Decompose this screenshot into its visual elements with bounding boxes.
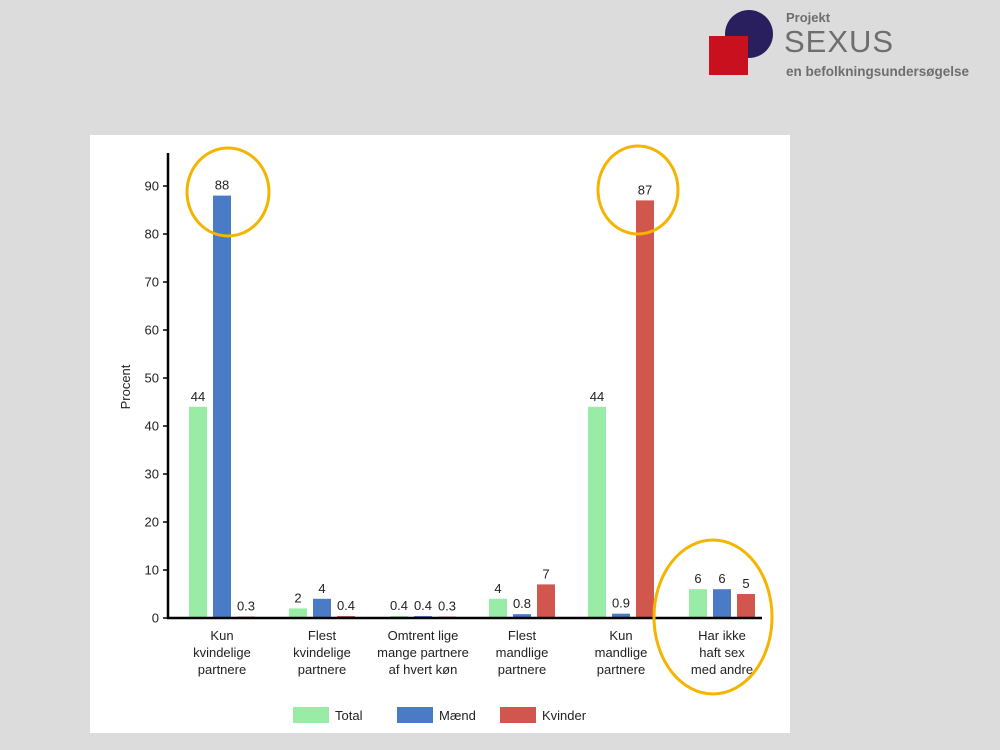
bar-mænd-0 — [213, 195, 231, 618]
y-tick-label: 80 — [145, 227, 159, 242]
x-tick-label: kvindelige — [193, 645, 251, 660]
legend-swatch-total — [293, 707, 329, 723]
chart-panel: 44 2 0.4 4 44 6 88 4 0.4 0.8 0.9 6 0.3 0.4 0.3 7 87 5 0 10 2… — [90, 135, 790, 733]
x-tick-label: mandlige — [595, 645, 648, 660]
y-tick-label: 30 — [145, 467, 159, 482]
data-label: 44 — [191, 389, 205, 404]
highlight-circle — [185, 146, 271, 238]
logo-projekt-text: Projekt — [786, 10, 831, 25]
legend-label: Kvinder — [542, 708, 587, 723]
x-tick-label: partnere — [298, 662, 346, 677]
data-label: 0.4 — [337, 598, 355, 613]
legend-swatch-mænd — [397, 707, 433, 723]
logo-sexus-text: SEXUS — [784, 24, 895, 59]
x-tick-label: Omtrent lige — [388, 628, 459, 643]
y-tick-label: 50 — [145, 371, 159, 386]
y-tick-label: 20 — [145, 515, 159, 530]
x-tick-label: Flest — [308, 628, 337, 643]
bar-total-5 — [689, 589, 707, 618]
data-label: 5 — [742, 576, 749, 591]
bar-kvinder-3 — [537, 584, 555, 618]
bar-kvinder-4 — [636, 200, 654, 618]
data-label: 0.8 — [513, 596, 531, 611]
logo-subtitle: en befolkningsundersøgelse — [786, 64, 970, 79]
projekt-sexus-logo: Projekt SEXUS en befolkningsundersøgelse — [0, 0, 1000, 100]
x-tick-label: Kun — [609, 628, 632, 643]
data-label: 0.4 — [414, 598, 432, 613]
data-label: 88 — [215, 178, 229, 193]
x-tick-label: Flest — [508, 628, 537, 643]
data-label: 0.9 — [612, 596, 630, 611]
legend-swatch-kvinder — [500, 707, 536, 723]
data-label: 4 — [318, 581, 325, 596]
x-tick-label: partnere — [498, 662, 546, 677]
data-label: 87 — [638, 182, 652, 197]
bar-kvinder-5 — [737, 594, 755, 618]
legend-label: Mænd — [439, 708, 476, 723]
y-axis-label: Procent — [118, 364, 133, 409]
y-tick-label: 60 — [145, 323, 159, 338]
legend-label: Total — [335, 708, 363, 723]
x-tick-label: Har ikke — [698, 628, 746, 643]
highlight-circle — [652, 538, 774, 696]
bar-mænd-5 — [713, 589, 731, 618]
y-tick-label: 90 — [145, 179, 159, 194]
y-tick-label: 0 — [152, 611, 159, 626]
x-tick-label: partnere — [597, 662, 645, 677]
x-tick-label: mange partnere — [377, 645, 469, 660]
x-tick-label: mandlige — [496, 645, 549, 660]
data-label: 0.4 — [390, 598, 408, 613]
x-tick-label: kvindelige — [293, 645, 351, 660]
x-tick-label: med andre — [691, 662, 753, 677]
bar-total-0 — [189, 406, 207, 618]
bar-mænd-1 — [313, 598, 331, 618]
bar-total-4 — [588, 406, 606, 618]
data-label: 44 — [590, 389, 604, 404]
data-label: 2 — [294, 590, 301, 605]
x-tick-label: Kun — [210, 628, 233, 643]
data-label: 6 — [718, 571, 725, 586]
x-tick-label: partnere — [198, 662, 246, 677]
bar-total-3 — [489, 598, 507, 618]
y-tick-label: 70 — [145, 275, 159, 290]
y-tick-label: 10 — [145, 563, 159, 578]
highlight-circle — [596, 144, 680, 236]
x-tick-label: haft sex — [699, 645, 745, 660]
x-tick-label: af hvert køn — [389, 662, 458, 677]
y-tick-label: 40 — [145, 419, 159, 434]
bar-mænd-3 — [513, 614, 531, 618]
data-label: 7 — [542, 566, 549, 581]
data-label: 0.3 — [237, 599, 255, 614]
data-label: 0.3 — [438, 599, 456, 614]
data-label: 4 — [494, 581, 501, 596]
data-label: 6 — [694, 571, 701, 586]
bar-mænd-4 — [612, 613, 630, 618]
logo-square-icon — [709, 36, 748, 75]
bar-total-1 — [289, 608, 307, 618]
